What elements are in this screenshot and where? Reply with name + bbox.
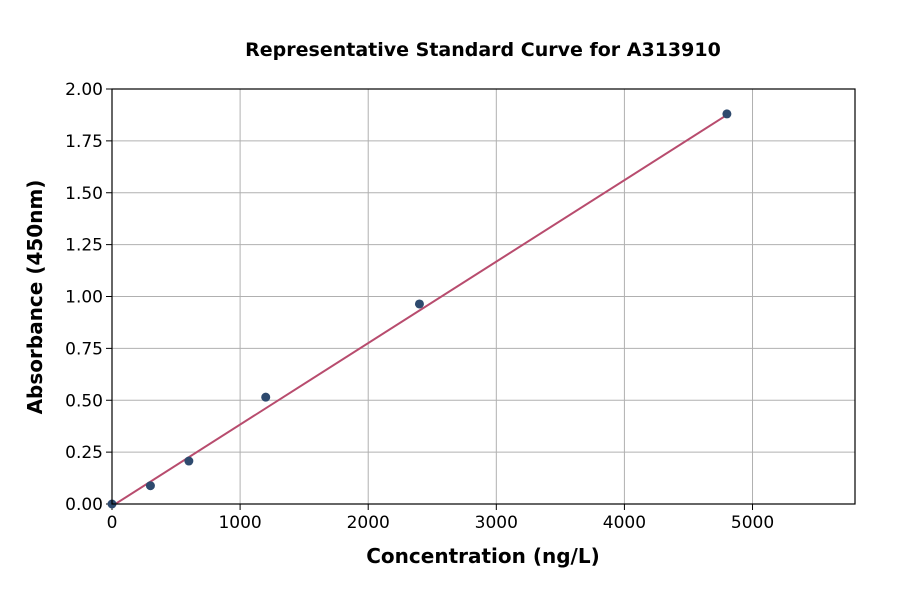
x-tick-label: 4000 [603,513,646,533]
y-tick-label: 1.25 [65,236,103,256]
x-tick-label: 5000 [731,513,774,533]
data-point [145,481,155,491]
data-point [261,392,271,402]
x-tick-label: 3000 [475,513,518,533]
data-point [414,299,424,309]
y-tick-label: 0.00 [65,495,103,515]
y-tick-label: 1.50 [65,184,103,204]
y-axis-label: Absorbance (450nm) [23,180,47,415]
y-tick-label: 0.50 [65,391,103,411]
x-tick-label: 2000 [347,513,390,533]
data-point [722,109,732,119]
fit-line [111,114,728,507]
y-tick-label: 0.25 [65,443,103,463]
x-tick-label: 1000 [218,513,261,533]
x-tick-label: 0 [107,513,118,533]
y-tick-label: 0.75 [65,339,103,359]
x-axis-label: Concentration (ng/L) [366,544,599,568]
y-tick-label: 1.75 [65,132,103,152]
chart-title: Representative Standard Curve for A31391… [245,39,721,61]
y-tick-label: 2.00 [65,80,103,100]
data-point [184,456,194,466]
plot-frame [111,88,856,505]
y-tick-label: 1.00 [65,288,103,308]
